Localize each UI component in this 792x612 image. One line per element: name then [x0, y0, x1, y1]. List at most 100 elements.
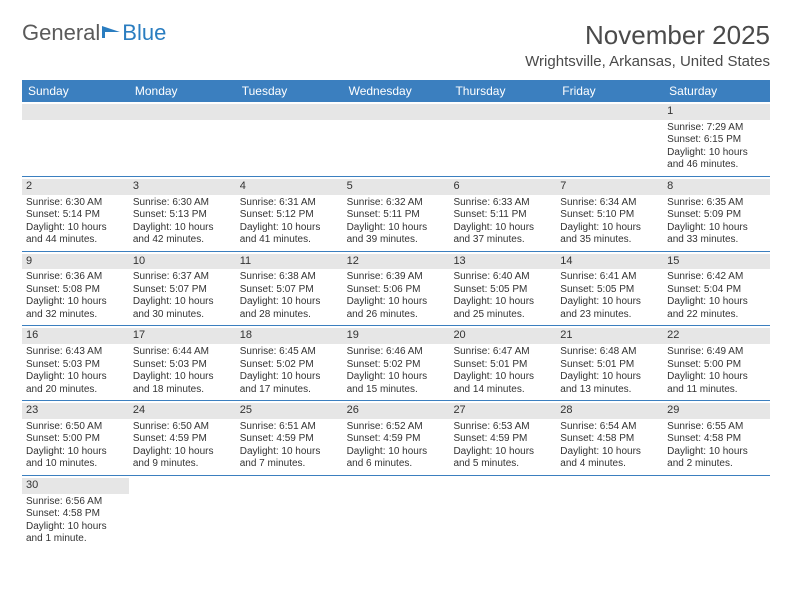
- day-cell: [556, 476, 663, 550]
- day-number: 14: [556, 254, 663, 270]
- day-cell: 21Sunrise: 6:48 AMSunset: 5:01 PMDayligh…: [556, 326, 663, 400]
- day-number: [22, 104, 129, 120]
- day-number: 15: [663, 254, 770, 270]
- day-cell: 28Sunrise: 6:54 AMSunset: 4:58 PMDayligh…: [556, 401, 663, 475]
- day-detail-line: Sunset: 5:13 PM: [133, 209, 232, 222]
- day-number: [556, 104, 663, 120]
- week-row: 2Sunrise: 6:30 AMSunset: 5:14 PMDaylight…: [22, 177, 770, 252]
- day-detail-line: and 6 minutes.: [347, 458, 446, 471]
- day-cell: 12Sunrise: 6:39 AMSunset: 5:06 PMDayligh…: [343, 252, 450, 326]
- day-cell: [129, 102, 236, 176]
- day-detail-line: and 7 minutes.: [240, 458, 339, 471]
- day-detail-line: and 41 minutes.: [240, 234, 339, 247]
- day-detail-line: and 35 minutes.: [560, 234, 659, 247]
- day-detail-line: and 39 minutes.: [347, 234, 446, 247]
- day-detail-line: Sunrise: 6:55 AM: [667, 421, 766, 434]
- day-detail-line: Daylight: 10 hours: [453, 296, 552, 309]
- week-row: 30Sunrise: 6:56 AMSunset: 4:58 PMDayligh…: [22, 476, 770, 550]
- day-detail-line: Daylight: 10 hours: [26, 296, 125, 309]
- day-detail-line: Sunset: 5:00 PM: [667, 359, 766, 372]
- day-detail-line: Daylight: 10 hours: [26, 446, 125, 459]
- day-cell: [236, 102, 343, 176]
- day-detail-line: Sunrise: 6:49 AM: [667, 346, 766, 359]
- day-detail-line: Sunrise: 6:53 AM: [453, 421, 552, 434]
- day-number: 30: [22, 478, 129, 494]
- day-number: 16: [22, 328, 129, 344]
- day-cell: 10Sunrise: 6:37 AMSunset: 5:07 PMDayligh…: [129, 252, 236, 326]
- day-detail-line: Sunrise: 6:41 AM: [560, 271, 659, 284]
- day-cell: 24Sunrise: 6:50 AMSunset: 4:59 PMDayligh…: [129, 401, 236, 475]
- day-detail-line: Sunset: 5:07 PM: [240, 284, 339, 297]
- day-detail-line: and 33 minutes.: [667, 234, 766, 247]
- day-detail-line: Sunset: 5:03 PM: [133, 359, 232, 372]
- day-detail-line: Sunrise: 6:39 AM: [347, 271, 446, 284]
- day-detail-line: Daylight: 10 hours: [347, 446, 446, 459]
- day-detail-line: Sunset: 4:58 PM: [26, 508, 125, 521]
- day-detail-line: and 15 minutes.: [347, 384, 446, 397]
- day-cell: 11Sunrise: 6:38 AMSunset: 5:07 PMDayligh…: [236, 252, 343, 326]
- day-number: 6: [449, 179, 556, 195]
- day-cell: [556, 102, 663, 176]
- day-detail-line: Sunset: 5:02 PM: [347, 359, 446, 372]
- day-detail-line: Sunrise: 6:43 AM: [26, 346, 125, 359]
- day-detail-line: Sunset: 5:06 PM: [347, 284, 446, 297]
- day-number: 5: [343, 179, 450, 195]
- dow-thursday: Thursday: [449, 80, 556, 102]
- calendar: Sunday Monday Tuesday Wednesday Thursday…: [22, 80, 770, 550]
- day-number: 20: [449, 328, 556, 344]
- dow-friday: Friday: [556, 80, 663, 102]
- day-number: 12: [343, 254, 450, 270]
- day-cell: 23Sunrise: 6:50 AMSunset: 5:00 PMDayligh…: [22, 401, 129, 475]
- day-cell: 18Sunrise: 6:45 AMSunset: 5:02 PMDayligh…: [236, 326, 343, 400]
- day-detail-line: Daylight: 10 hours: [453, 446, 552, 459]
- day-detail-line: Daylight: 10 hours: [560, 446, 659, 459]
- day-number: 18: [236, 328, 343, 344]
- day-detail-line: Daylight: 10 hours: [560, 296, 659, 309]
- day-detail-line: Sunset: 4:59 PM: [453, 433, 552, 446]
- day-cell: [129, 476, 236, 550]
- day-detail-line: Sunrise: 6:48 AM: [560, 346, 659, 359]
- day-detail-line: Daylight: 10 hours: [26, 371, 125, 384]
- day-detail-line: Sunrise: 6:52 AM: [347, 421, 446, 434]
- day-cell: [449, 102, 556, 176]
- title-block: November 2025 Wrightsville, Arkansas, Un…: [525, 20, 770, 70]
- day-detail-line: and 25 minutes.: [453, 309, 552, 322]
- day-detail-line: Daylight: 10 hours: [453, 371, 552, 384]
- day-number: 11: [236, 254, 343, 270]
- day-detail-line: Daylight: 10 hours: [240, 371, 339, 384]
- day-detail-line: Daylight: 10 hours: [347, 222, 446, 235]
- day-number: 9: [22, 254, 129, 270]
- day-cell: 9Sunrise: 6:36 AMSunset: 5:08 PMDaylight…: [22, 252, 129, 326]
- day-number: [129, 104, 236, 120]
- day-number: [449, 104, 556, 120]
- day-detail-line: and 10 minutes.: [26, 458, 125, 471]
- day-cell: 5 Sunrise: 6:32 AMSunset: 5:11 PMDaylight…: [343, 177, 450, 251]
- day-detail-line: Sunrise: 6:38 AM: [240, 271, 339, 284]
- day-cell: [343, 476, 450, 550]
- day-detail-line: Daylight: 10 hours: [133, 222, 232, 235]
- day-number: 3: [129, 179, 236, 195]
- day-cell: 30Sunrise: 6:56 AMSunset: 4:58 PMDayligh…: [22, 476, 129, 550]
- dow-monday: Monday: [129, 80, 236, 102]
- day-detail-line: Daylight: 10 hours: [667, 371, 766, 384]
- day-cell: 19Sunrise: 6:46 AMSunset: 5:02 PMDayligh…: [343, 326, 450, 400]
- day-detail-line: Sunrise: 6:32 AM: [347, 197, 446, 210]
- day-detail-line: Sunrise: 6:45 AM: [240, 346, 339, 359]
- logo: General Blue: [22, 20, 166, 46]
- day-detail-line: Sunrise: 6:36 AM: [26, 271, 125, 284]
- week-row: 9Sunrise: 6:36 AMSunset: 5:08 PMDaylight…: [22, 252, 770, 327]
- day-detail-line: Sunset: 5:10 PM: [560, 209, 659, 222]
- day-detail-line: Sunset: 5:11 PM: [347, 209, 446, 222]
- day-detail-line: Daylight: 10 hours: [240, 222, 339, 235]
- dow-wednesday: Wednesday: [343, 80, 450, 102]
- day-detail-line: Sunset: 5:00 PM: [26, 433, 125, 446]
- day-detail-line: and 4 minutes.: [560, 458, 659, 471]
- day-detail-line: Sunset: 5:05 PM: [560, 284, 659, 297]
- day-detail-line: Sunset: 5:04 PM: [667, 284, 766, 297]
- day-detail-line: and 1 minute.: [26, 533, 125, 546]
- day-detail-line: and 13 minutes.: [560, 384, 659, 397]
- day-number: 19: [343, 328, 450, 344]
- day-cell: 14Sunrise: 6:41 AMSunset: 5:05 PMDayligh…: [556, 252, 663, 326]
- day-cell: [22, 102, 129, 176]
- day-cell: 13Sunrise: 6:40 AMSunset: 5:05 PMDayligh…: [449, 252, 556, 326]
